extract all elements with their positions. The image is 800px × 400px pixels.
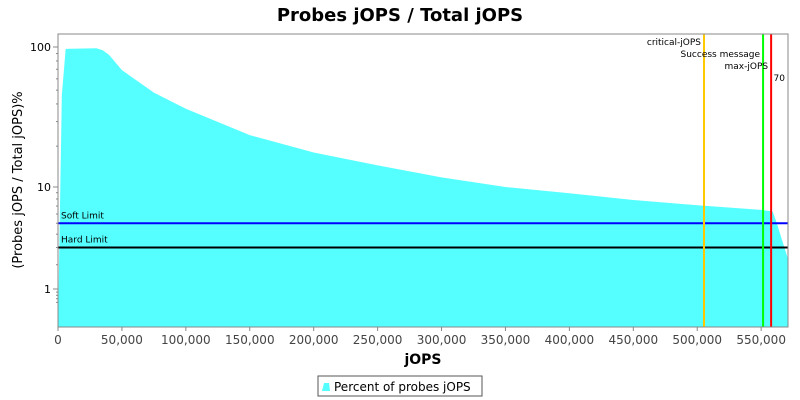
x-tick-label: 200,000: [289, 333, 339, 347]
x-tick-label: 550,000: [736, 333, 786, 347]
x-tick-label: 50,000: [101, 333, 143, 347]
vline-label: max-jOPS: [725, 62, 769, 72]
legend-swatch-icon: [322, 383, 330, 391]
y-tick-label: 1: [44, 283, 51, 296]
y-tick-label: 100: [30, 41, 51, 54]
x-tick-label: 0: [54, 333, 62, 347]
legend: Percent of probes jOPS: [317, 375, 483, 397]
chart-title: Probes jOPS / Total jOPS: [277, 5, 523, 26]
hline-label: Soft Limit: [61, 211, 104, 221]
x-tick-label: 450,000: [608, 333, 658, 347]
plot-border: [57, 33, 789, 328]
legend-label: Percent of probes jOPS: [334, 380, 471, 394]
x-tick-label: 150,000: [225, 333, 275, 347]
vline-label: Success message: [681, 50, 761, 60]
x-tick-label: 100,000: [161, 333, 211, 347]
x-tick-label: 300,000: [417, 333, 467, 347]
x-tick-label: 500,000: [672, 333, 722, 347]
vline-extra-label: 70: [774, 74, 786, 84]
x-tick-label: 400,000: [545, 333, 595, 347]
hline-label: Hard Limit: [61, 236, 108, 246]
series-area: [58, 48, 788, 328]
y-tick-label: 10: [37, 181, 51, 194]
plot-area: Soft Limit Hard Limit critical-jOPS Success…: [30, 33, 789, 347]
x-axis-label: jOPS: [403, 352, 441, 368]
x-tick-label: 350,000: [481, 333, 531, 347]
vline-label: critical-jOPS: [647, 38, 701, 48]
x-tick-label: 250,000: [353, 333, 403, 347]
y-axis-label: (Probes jOPS / Total jOPS)%: [11, 91, 26, 268]
